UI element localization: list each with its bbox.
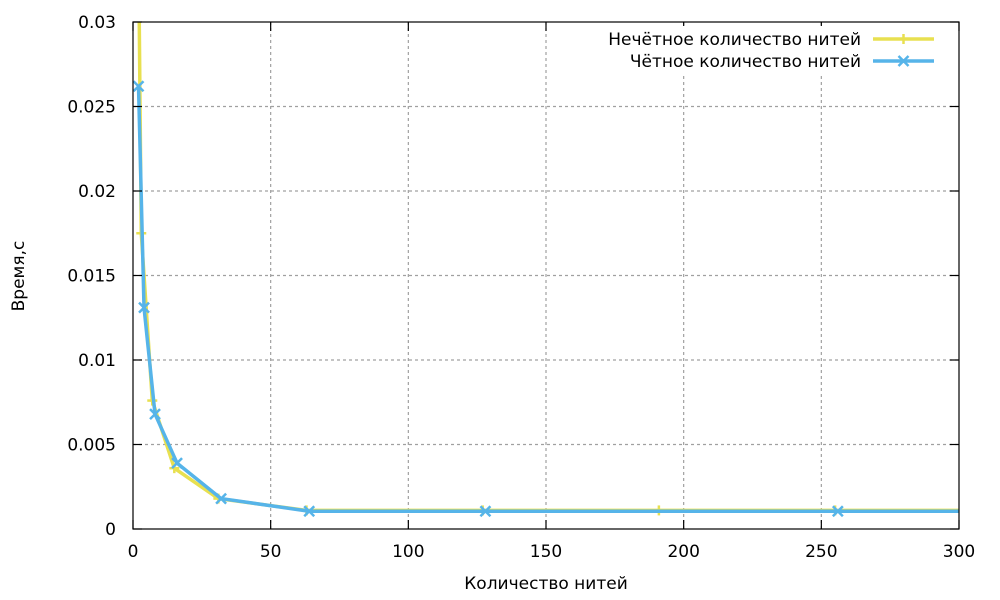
- legend: Нечётное количество нитей Чётное количес…: [560, 26, 955, 76]
- y-axis-label: Время,с: [9, 241, 29, 312]
- y-tick-label: 0.015: [67, 267, 116, 287]
- y-tick-label: 0.02: [78, 182, 116, 202]
- x-tick-label: 0: [128, 542, 139, 562]
- y-tick-label: 0.005: [67, 436, 116, 456]
- x-tick-label: 250: [805, 542, 837, 562]
- y-tick-label: 0.03: [78, 13, 116, 33]
- legend-label-odd: Нечётное количество нитей: [608, 30, 861, 50]
- x-tick-label: 50: [260, 542, 282, 562]
- x-tick-label: 100: [392, 542, 424, 562]
- legend-swatch-marker: [897, 55, 910, 67]
- y-tick-label: 0.025: [67, 98, 116, 118]
- legend-background: [560, 26, 955, 76]
- even-threads-series-line: [136, 86, 959, 513]
- x-tick-label: 150: [530, 542, 562, 562]
- even-threads-series-point: [171, 457, 183, 469]
- axis-ticks: 0 50 100 150 200 250 300 0 0.005 0.01 0.015 0.02 0.0…: [67, 13, 975, 562]
- grid: [133, 22, 959, 529]
- x-axis-label: Количество нитей: [464, 574, 628, 594]
- even-threads-series-point: [215, 492, 227, 505]
- even-threads-series-point: [133, 80, 145, 93]
- y-tick-label: 0.01: [78, 351, 116, 371]
- even-threads-series-point: [149, 408, 161, 420]
- y-tick-label: 0: [105, 520, 116, 540]
- even-threads-series-point: [831, 505, 844, 518]
- legend-swatches: [873, 34, 934, 67]
- even-threads-series-point: [479, 505, 492, 518]
- legend-swatch-marker: [898, 34, 909, 44]
- legend-label-even: Чётное количество нитей: [630, 52, 861, 72]
- series-layer: [133, 22, 959, 518]
- even-threads-series-point: [303, 505, 316, 518]
- even-threads-series-point: [138, 301, 150, 314]
- x-tick-label: 300: [943, 542, 975, 562]
- odd-threads-series-line: [137, 22, 959, 513]
- x-tick-label: 200: [667, 542, 699, 562]
